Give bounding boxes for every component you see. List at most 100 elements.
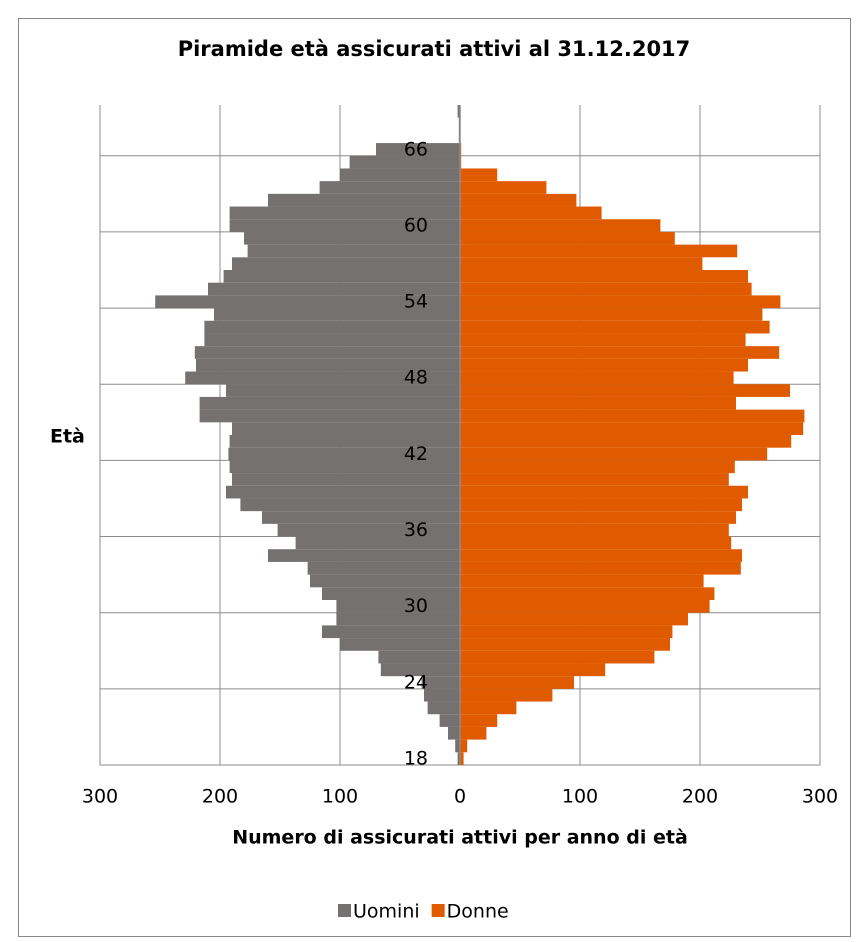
bar xyxy=(460,676,574,689)
bar xyxy=(460,511,736,524)
bar xyxy=(268,193,460,207)
x-tick-label: 300 xyxy=(802,786,838,808)
bar xyxy=(232,422,460,435)
y-axis-title: Età xyxy=(50,426,85,448)
bar xyxy=(229,219,460,232)
bar xyxy=(208,282,460,296)
bar xyxy=(204,320,460,334)
bar xyxy=(460,726,487,740)
y-tick-label: 66 xyxy=(404,138,428,160)
bar xyxy=(460,714,498,727)
bar xyxy=(460,473,729,486)
bar xyxy=(460,447,768,461)
bar xyxy=(460,752,464,765)
x-tick-label: 100 xyxy=(562,786,598,808)
bar xyxy=(199,409,460,423)
labels: 300 200 100 0 100 200 300 18 24 30 36 42 48 54 60 66 Uom… xyxy=(82,138,838,922)
bar xyxy=(196,358,460,372)
bar xyxy=(232,473,460,486)
bar xyxy=(460,663,606,677)
bar xyxy=(421,676,460,689)
bar xyxy=(448,726,460,740)
bar xyxy=(460,422,804,435)
bar xyxy=(460,409,805,423)
bar xyxy=(460,435,792,448)
bar xyxy=(262,511,460,524)
bar xyxy=(155,295,460,309)
bar xyxy=(229,460,460,474)
bar xyxy=(223,270,460,283)
bar xyxy=(455,739,460,753)
bar xyxy=(460,308,763,321)
x-axis-title: Numero di assicurati attivi per anno di … xyxy=(232,827,688,849)
bar xyxy=(185,371,460,385)
bar xyxy=(204,333,460,347)
bar xyxy=(460,384,790,397)
bar xyxy=(229,435,460,448)
legend-swatch xyxy=(338,904,351,917)
bar xyxy=(460,549,742,562)
bar xyxy=(460,600,710,613)
bar xyxy=(268,549,460,562)
bar xyxy=(460,231,675,245)
bar xyxy=(226,384,460,397)
bar xyxy=(460,219,661,232)
bar xyxy=(460,168,498,182)
bar xyxy=(460,320,770,334)
bar xyxy=(460,650,655,664)
bar xyxy=(460,561,741,575)
bar xyxy=(460,244,738,258)
bar xyxy=(247,244,460,258)
bar xyxy=(307,561,460,575)
bar xyxy=(378,650,460,664)
y-tick-label: 24 xyxy=(404,671,428,693)
bar xyxy=(460,688,553,702)
bar xyxy=(460,270,748,283)
bar xyxy=(460,701,517,715)
bar xyxy=(349,155,460,169)
bar xyxy=(460,523,729,537)
bar xyxy=(460,257,703,270)
bar xyxy=(460,574,704,588)
x-tick-label: 200 xyxy=(202,786,238,808)
bar xyxy=(277,523,460,537)
x-tick-label: 200 xyxy=(682,786,718,808)
bar xyxy=(244,231,460,245)
bar xyxy=(460,206,602,220)
bar xyxy=(460,333,746,347)
bar xyxy=(457,105,460,118)
bar xyxy=(460,371,734,385)
bar xyxy=(460,193,577,207)
x-tick-label: 300 xyxy=(82,786,118,808)
bar xyxy=(199,396,460,410)
bar xyxy=(424,688,460,702)
x-tick-label: 0 xyxy=(454,786,466,808)
bar xyxy=(194,346,461,359)
bar xyxy=(460,587,715,600)
bar xyxy=(226,485,460,499)
bar xyxy=(460,460,735,474)
y-tick-label: 42 xyxy=(404,443,428,465)
bar xyxy=(214,308,460,321)
bar xyxy=(460,346,780,359)
x-tick-label: 100 xyxy=(322,786,358,808)
bar xyxy=(460,358,748,372)
y-tick-label: 60 xyxy=(404,214,428,236)
bars xyxy=(155,105,805,765)
y-tick-label: 30 xyxy=(404,595,428,617)
bar xyxy=(460,396,736,410)
bar xyxy=(340,168,460,182)
chart-title: Piramide età assicurati attivi al 31.12.… xyxy=(178,37,691,61)
bar xyxy=(460,536,732,550)
legend-label: Donne xyxy=(447,901,509,923)
bar xyxy=(460,485,748,499)
bar xyxy=(336,600,460,613)
bar xyxy=(376,143,460,156)
bar xyxy=(460,181,547,194)
bar xyxy=(460,282,752,296)
bar xyxy=(319,181,460,194)
bar xyxy=(460,295,781,309)
y-tick-label: 48 xyxy=(404,367,428,389)
